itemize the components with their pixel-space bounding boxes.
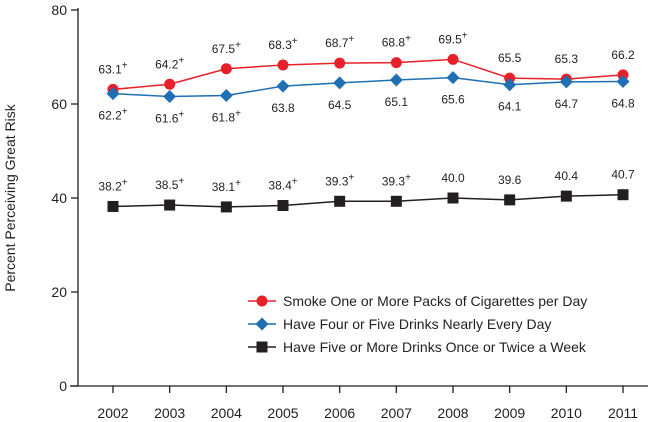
- data-label: 65.5: [498, 51, 522, 65]
- data-label: 61.8+: [212, 109, 241, 125]
- data-label: 68.7+: [325, 34, 354, 50]
- square-marker: [504, 194, 516, 206]
- diamond-marker: [446, 71, 460, 85]
- axes: 0 20 40 60 80 2002 2003 2004 2005 2006 2007 2008 200…: [51, 2, 648, 421]
- square-marker: [220, 201, 232, 213]
- series-line: [112, 76, 624, 98]
- circle-marker: [164, 78, 176, 90]
- y-tick-label: 60: [51, 96, 67, 112]
- diamond-marker: [333, 76, 347, 90]
- x-tick-label: 2011: [608, 405, 638, 421]
- x-tick-label: 2010: [551, 405, 582, 421]
- circle-marker: [390, 57, 402, 69]
- circle-marker: [504, 72, 516, 84]
- circle-marker: [617, 69, 629, 81]
- circle-marker: [220, 63, 232, 75]
- y-tick-label: 80: [51, 2, 67, 18]
- circle-marker: [256, 295, 268, 307]
- diamond-marker: [255, 317, 269, 331]
- square-marker: [617, 189, 629, 201]
- data-label: 64.8: [611, 96, 635, 110]
- square-marker: [277, 200, 289, 212]
- data-label: 69.5+: [438, 30, 467, 46]
- data-label: 38.1+: [212, 178, 241, 194]
- data-label: 63.1+: [98, 60, 127, 76]
- series-group: 63.1+ 64.2+ 67.5+ 68.3+ 68.7+ 68.8+ 69.5+ 65.5 6…: [98, 30, 635, 213]
- data-label: 68.3+: [268, 36, 297, 52]
- data-label: 65.1: [385, 95, 409, 109]
- data-label: 40.7: [611, 168, 635, 182]
- x-tick-label: 2006: [324, 405, 355, 421]
- data-label: 38.4+: [268, 177, 297, 193]
- data-label: 64.7: [555, 97, 579, 111]
- diamond-marker: [106, 87, 120, 101]
- x-tick-label: 2002: [97, 405, 128, 421]
- y-tick-label: 40: [51, 190, 67, 206]
- legend-item: Have Four or Five Drinks Nearly Every Da…: [248, 316, 551, 332]
- square-marker: [447, 192, 459, 204]
- x-tick-label: 2009: [494, 405, 525, 421]
- data-label: 65.6: [441, 93, 465, 107]
- data-label: 40.4: [555, 169, 579, 183]
- y-tick-label: 0: [59, 378, 67, 394]
- diamond-marker: [163, 89, 177, 103]
- x-tick-label: 2005: [267, 405, 298, 421]
- square-marker: [334, 195, 346, 207]
- circle-marker: [447, 53, 459, 65]
- data-label: 64.5: [328, 98, 352, 112]
- x-tick-label: 2004: [211, 405, 242, 421]
- series-line: [112, 193, 624, 208]
- series-square: 38.2+ 38.5+ 38.1+ 38.4+ 39.3+ 39.3+ 40.0 39.6 40…: [98, 168, 635, 213]
- data-label: 64.2+: [155, 55, 184, 71]
- x-tick-label: 2008: [437, 405, 468, 421]
- x-tick-label: 2003: [154, 405, 185, 421]
- data-label: 39.3+: [325, 172, 354, 188]
- diamond-marker: [503, 78, 517, 92]
- data-label: 63.8: [271, 101, 295, 115]
- square-marker: [107, 200, 119, 212]
- data-label: 62.2+: [98, 107, 127, 123]
- circle-marker: [334, 57, 346, 69]
- y-tick-label: 20: [51, 284, 67, 300]
- series-circle: 63.1+ 64.2+ 67.5+ 68.3+ 68.7+ 68.8+ 69.5+ 65.5 6…: [98, 30, 635, 95]
- legend-label: Smoke One or More Packs of Cigarettes pe…: [283, 293, 587, 309]
- legend-item: Smoke One or More Packs of Cigarettes pe…: [248, 293, 587, 309]
- legend-label: Have Five or More Drinks Once or Twice a…: [283, 339, 587, 355]
- data-label: 68.8+: [382, 34, 411, 50]
- diamond-marker: [219, 89, 233, 103]
- series-line: [112, 58, 624, 91]
- data-label: 64.1: [498, 100, 522, 114]
- legend: Smoke One or More Packs of Cigarettes pe…: [248, 293, 587, 355]
- square-marker: [256, 341, 268, 353]
- circle-marker: [277, 59, 289, 71]
- data-label: 40.0: [441, 171, 465, 185]
- square-marker: [560, 190, 572, 202]
- data-label: 66.2: [611, 48, 635, 62]
- data-label: 65.3: [555, 52, 579, 66]
- legend-item: Have Five or More Drinks Once or Twice a…: [248, 339, 587, 355]
- data-label: 67.5+: [212, 40, 241, 56]
- data-label: 61.6+: [155, 109, 184, 125]
- data-label: 38.5+: [155, 176, 184, 192]
- square-marker: [164, 199, 176, 211]
- data-label: 38.2+: [98, 177, 127, 193]
- diamond-marker: [616, 74, 630, 88]
- diamond-marker: [559, 75, 573, 89]
- data-label: 39.3+: [382, 172, 411, 188]
- x-tick-label: 2007: [381, 405, 412, 421]
- square-marker: [390, 195, 402, 207]
- series-diamond: 62.2+ 61.6+ 61.8+ 63.8 64.5 65.1 65.6 64.1 64.7 6…: [98, 71, 635, 125]
- diamond-marker: [276, 79, 290, 93]
- diamond-marker: [389, 73, 403, 87]
- y-axis-label: Percent Perceiving Great Risk: [2, 103, 18, 292]
- data-label: 39.6: [498, 173, 522, 187]
- legend-label: Have Four or Five Drinks Nearly Every Da…: [283, 316, 551, 332]
